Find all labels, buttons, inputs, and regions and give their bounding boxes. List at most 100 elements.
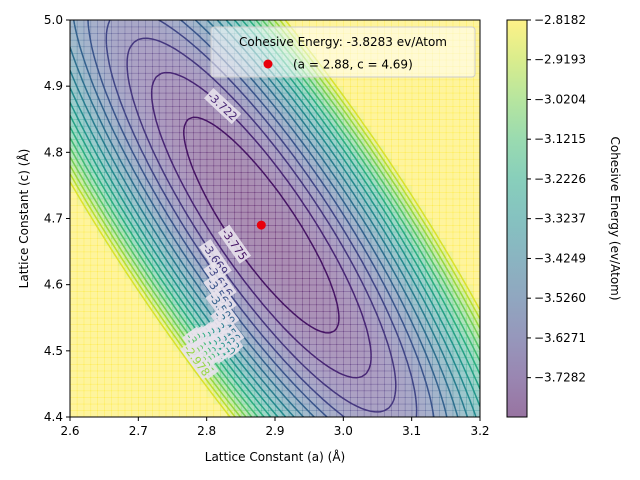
heatmap-cell (117, 198, 126, 206)
heatmap-cell (357, 397, 365, 405)
heatmap-cell (411, 185, 420, 193)
heatmap-cell (131, 278, 139, 286)
heatmap-cell (234, 211, 242, 220)
heatmap-cell (206, 79, 215, 87)
heatmap-cell (90, 165, 98, 173)
heatmap-cell (199, 125, 208, 134)
heatmap-cell (384, 225, 392, 233)
heatmap-cell (76, 53, 85, 61)
heatmap-cell (350, 125, 358, 134)
heatmap-cell (83, 304, 92, 312)
heatmap-cell (391, 79, 399, 87)
heatmap-cell (466, 139, 474, 147)
heatmap-cell (90, 86, 98, 94)
heatmap-cell (145, 337, 153, 345)
heatmap-cell (275, 218, 283, 226)
heatmap-cell (90, 59, 98, 67)
heatmap-cell (117, 211, 126, 220)
heatmap-cell (145, 20, 153, 28)
heatmap-cell (295, 178, 303, 187)
heatmap-cell (158, 79, 167, 87)
heatmap-cell (411, 337, 420, 345)
heatmap-cell (329, 364, 338, 372)
heatmap-cell (288, 92, 297, 100)
heatmap-cell (452, 231, 461, 239)
heatmap-cell (104, 291, 112, 299)
heatmap-cell (124, 218, 133, 226)
heatmap-cell (97, 92, 105, 100)
heatmap-cell (411, 410, 420, 417)
heatmap-cell (309, 211, 317, 220)
heatmap-cell (117, 357, 126, 365)
heatmap-cell (165, 125, 174, 134)
heatmap-cell (172, 284, 180, 292)
heatmap-cell (439, 178, 447, 187)
heatmap-cell (295, 92, 303, 100)
heatmap-cell (316, 278, 324, 286)
heatmap-cell (117, 79, 126, 87)
legend: Cohesive Energy: -3.8283 ev/Atom (a = 2.… (210, 26, 476, 78)
heatmap-cell (206, 145, 215, 153)
heatmap-cell (186, 165, 194, 173)
heatmap-cell (268, 264, 276, 273)
heatmap-cell (316, 271, 324, 279)
heatmap-cell (350, 251, 358, 259)
heatmap-cell (391, 106, 399, 114)
heatmap-cell (343, 330, 351, 339)
heatmap-cell (97, 225, 105, 233)
heatmap-cell (439, 317, 447, 325)
heatmap-cell (179, 311, 187, 319)
heatmap-cell (199, 225, 208, 233)
heatmap-cell (70, 251, 78, 259)
heatmap-cell (322, 119, 331, 127)
heatmap-cell (186, 66, 194, 74)
heatmap-cell (145, 66, 153, 74)
heatmap-cell (281, 152, 290, 160)
heatmap-cell (384, 410, 392, 417)
heatmap-cell (459, 165, 467, 173)
heatmap-cell (439, 192, 447, 200)
heatmap-cell (206, 178, 215, 187)
heatmap-cell (295, 350, 303, 359)
heatmap-cell (357, 132, 365, 140)
heatmap-cell (288, 297, 297, 306)
heatmap-cell (165, 357, 174, 365)
heatmap-cell (90, 357, 98, 365)
heatmap-cell (240, 304, 249, 312)
heatmap-cell (172, 158, 180, 167)
heatmap-cell (411, 92, 420, 100)
heatmap-cell (404, 244, 413, 253)
heatmap-cell (76, 284, 85, 292)
heatmap-cell (172, 185, 180, 193)
heatmap-cell (404, 410, 413, 417)
heatmap-cell (322, 218, 331, 226)
heatmap-cell (76, 291, 85, 299)
heatmap-cell (473, 251, 480, 259)
heatmap-cell (418, 185, 426, 193)
heatmap-cell (377, 251, 385, 259)
heatmap-cell (439, 225, 447, 233)
heatmap-cell (398, 383, 406, 392)
heatmap-cell (165, 211, 174, 220)
heatmap-cell (117, 218, 126, 226)
heatmap-cell (398, 251, 406, 259)
heatmap-cell (206, 158, 215, 167)
heatmap-cell (124, 330, 133, 339)
heatmap-cell (152, 330, 160, 339)
heatmap-cell (384, 125, 392, 134)
heatmap-cell (473, 66, 480, 74)
heatmap-cell (302, 198, 310, 206)
heatmap-cell (404, 79, 413, 87)
heatmap-cell (384, 99, 392, 107)
heatmap-cell (186, 112, 194, 120)
heatmap-cell (234, 231, 242, 239)
heatmap-cell (281, 192, 290, 200)
heatmap-cell (131, 311, 139, 319)
heatmap-cell (240, 185, 249, 193)
heatmap-cell (322, 79, 331, 87)
heatmap-cell (172, 231, 180, 239)
heatmap-cell (138, 112, 146, 120)
heatmap-cell (439, 99, 447, 107)
heatmap-cell (302, 231, 310, 239)
heatmap-cell (288, 238, 297, 246)
